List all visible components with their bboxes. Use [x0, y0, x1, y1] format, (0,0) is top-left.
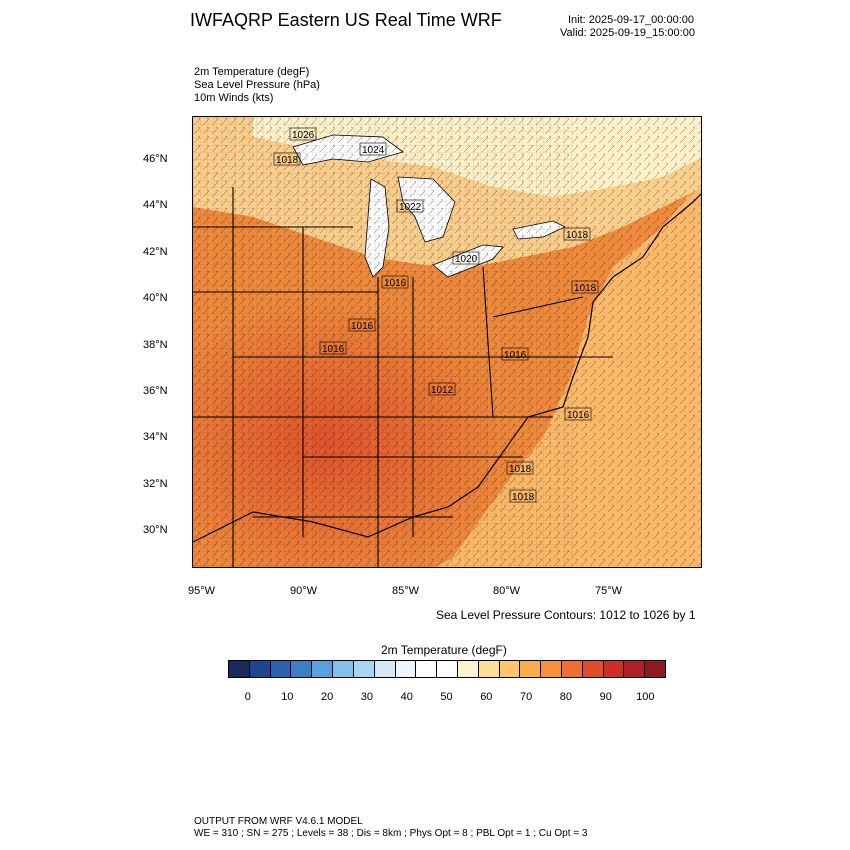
- colorbar-tick-label: 0: [244, 691, 251, 703]
- colorbar-swatch: [291, 661, 313, 677]
- pressure-label-box: [428, 382, 456, 396]
- lat-tick-label: 38°N: [143, 339, 168, 351]
- pressure-label-box: [289, 127, 317, 141]
- temperature-map: 1026 1024 1018 1022 1018 1020 1016 1016 1016 1016…: [193, 117, 701, 567]
- pressure-label: 1018: [512, 492, 535, 503]
- colorbar-swatch: [312, 661, 334, 677]
- colorbar-swatch: [374, 661, 396, 677]
- colorbar-swatch: [582, 661, 604, 677]
- lat-tick-label: 40°N: [143, 292, 168, 304]
- init-time: Init: 2025-09-17_00:00:00: [568, 14, 694, 26]
- lat-tick-label: 30°N: [143, 524, 168, 536]
- colorbar-swatch: [416, 661, 438, 677]
- colorbar-tick-label: 10: [281, 691, 294, 703]
- colorbar-tick-label: 50: [440, 691, 453, 703]
- state-borders: [193, 187, 613, 567]
- colorbar-swatch: [645, 661, 666, 677]
- lon-tick-label: 90°W: [290, 585, 318, 597]
- lat-tick-label: 36°N: [143, 385, 168, 397]
- colorbar-tick-label: 70: [520, 691, 533, 703]
- lat-tick-label: 42°N: [143, 246, 168, 258]
- map-panel: 1026 1024 1018 1022 1018 1020 1016 1016 1016 1016…: [192, 116, 702, 568]
- pressure-label: 1020: [455, 254, 478, 265]
- colorbar-swatch: [395, 661, 417, 677]
- model-info: OUTPUT FROM WRF V4.6.1 MODEL: [194, 816, 363, 827]
- pressure-label: 1018: [566, 230, 589, 241]
- pressure-label: 1018: [509, 464, 532, 475]
- pressure-label-box: [509, 489, 537, 503]
- pressure-label-box: [564, 407, 592, 421]
- contour-note: Sea Level Pressure Contours: 1012 to 102…: [436, 608, 696, 622]
- colorbar-tick-label: 90: [599, 691, 612, 703]
- coastline: [193, 193, 701, 543]
- lon-tick-label: 75°W: [595, 585, 623, 597]
- field-temperature-label: 2m Temperature (degF): [194, 66, 310, 78]
- colorbar-swatch: [603, 661, 625, 677]
- colorbar-tick-label: 60: [480, 691, 493, 703]
- pressure-label-box: [359, 142, 387, 156]
- field-winds-label: 10m Winds (kts): [194, 92, 274, 104]
- colorbar-tick-label: 80: [559, 691, 573, 703]
- wind-barbs: [193, 117, 701, 567]
- field-pressure-label: Sea Level Pressure (hPa): [194, 79, 320, 91]
- colorbar-tick-label: 20: [321, 691, 334, 703]
- lat-tick-label: 32°N: [143, 478, 168, 490]
- colorbar-swatch: [520, 661, 542, 677]
- pressure-label-group: 1026 1024 1018 1022 1018 1020 1016 1016 1016 1016…: [273, 127, 599, 503]
- colorbar-tick-label: 40: [400, 691, 413, 703]
- pressure-label: 1016: [504, 350, 527, 361]
- colorbar: [228, 660, 666, 678]
- colorbar-swatch: [624, 661, 646, 677]
- colorbar-swatch: [249, 661, 271, 677]
- colorbar-swatch: [333, 661, 354, 677]
- pressure-label: 1016: [322, 344, 345, 355]
- colorbar-swatch: [541, 661, 562, 677]
- colorbar-swatch: [437, 661, 458, 677]
- colorbar-title: 2m Temperature (degF): [381, 643, 507, 657]
- lat-tick-label: 34°N: [143, 431, 168, 443]
- lon-tick-label: 80°W: [493, 585, 521, 597]
- colorbar-tick-label: 100: [636, 691, 655, 703]
- colorbar-swatch: [499, 661, 521, 677]
- pressure-label: 1022: [399, 202, 422, 213]
- pressure-label: 1024: [362, 145, 385, 156]
- pressure-label: 1016: [567, 410, 590, 421]
- colorbar-swatch: [353, 661, 375, 677]
- valid-time: Valid: 2025-09-19_15:00:00: [560, 27, 695, 39]
- pressure-label-box: [571, 280, 599, 294]
- lon-tick-label: 95°W: [188, 585, 216, 597]
- pressure-label-box: [452, 251, 480, 265]
- pressure-label-box: [273, 152, 301, 166]
- lat-tick-label: 44°N: [143, 199, 168, 211]
- colorbar-swatch: [457, 661, 479, 677]
- pressure-label-box: [396, 199, 424, 213]
- pressure-label: 1026: [292, 130, 315, 141]
- chart-title: IWFAQRP Eastern US Real Time WRF: [190, 10, 502, 30]
- pressure-label-box: [501, 347, 529, 361]
- colorbar-swatch: [562, 661, 583, 677]
- colorbar-swatch: [229, 661, 250, 677]
- colorbar-swatch: [478, 661, 500, 677]
- lon-tick-label: 85°W: [392, 585, 420, 597]
- pressure-label: 1016: [384, 278, 407, 289]
- pressure-label-box: [348, 318, 376, 332]
- colorbar-swatch: [270, 661, 292, 677]
- model-parameters: WE = 310 ; SN = 275 ; Levels = 38 ; Dis …: [194, 828, 588, 839]
- lat-tick-label: 46°N: [143, 153, 168, 165]
- pressure-label-box: [563, 227, 591, 241]
- pressure-label: 1012: [431, 385, 454, 396]
- colorbar-tick-label: 30: [360, 691, 374, 703]
- pressure-label: 1016: [351, 321, 374, 332]
- pressure-label-box: [381, 275, 409, 289]
- pressure-label-box: [319, 341, 347, 355]
- pressure-label: 1018: [574, 283, 597, 294]
- pressure-label-box: [506, 461, 534, 475]
- pressure-label: 1018: [276, 155, 299, 166]
